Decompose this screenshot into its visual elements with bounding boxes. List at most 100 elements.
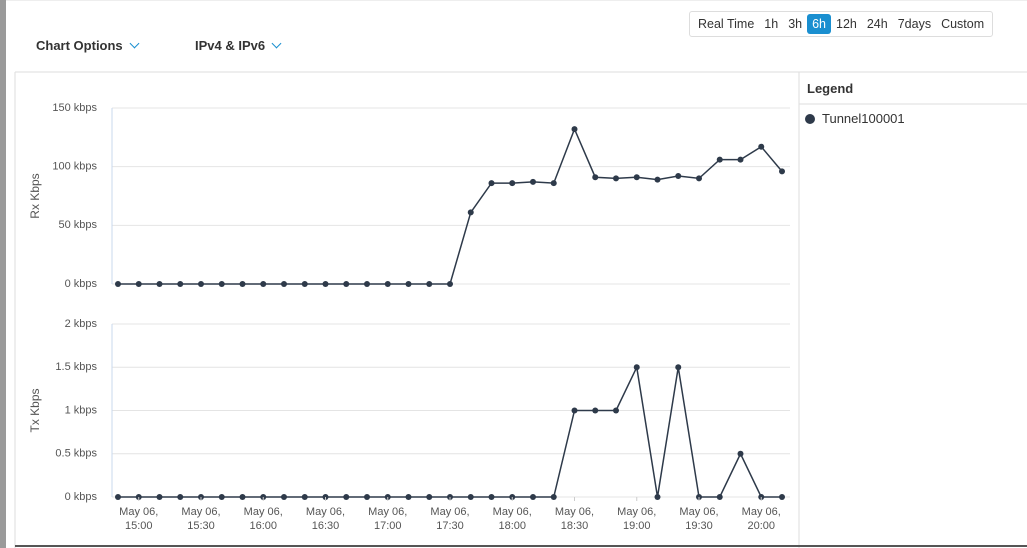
point	[488, 494, 495, 500]
series-line	[118, 364, 782, 498]
point	[239, 281, 246, 287]
point	[530, 178, 536, 185]
point	[405, 494, 412, 500]
point	[384, 281, 391, 287]
x-tick-label: May 06, 16:00	[243, 506, 283, 532]
legend-marker	[805, 113, 815, 124]
point	[239, 494, 246, 500]
point	[654, 176, 661, 183]
point	[737, 450, 744, 457]
y-tick-label: 0 kbps	[65, 491, 98, 503]
legend-title: Legend	[807, 81, 854, 96]
point	[135, 281, 142, 287]
y-tick-label: 2 kbps	[65, 318, 98, 330]
time-range-button[interactable]: Real Time	[698, 17, 755, 31]
time-range-button[interactable]: 6h	[807, 14, 831, 34]
time-range-button[interactable]: 3h	[788, 17, 803, 31]
point	[405, 281, 412, 287]
point	[260, 281, 267, 287]
y-tick-label: 0 kbps	[65, 278, 98, 290]
point	[675, 173, 682, 180]
legend-item[interactable]: Tunnel100001	[805, 111, 905, 126]
point	[177, 494, 184, 500]
point	[716, 156, 723, 163]
point	[426, 281, 433, 287]
point	[301, 494, 308, 500]
point	[426, 494, 433, 500]
point	[716, 494, 723, 500]
point	[467, 209, 474, 216]
chart-options-label[interactable]: Chart Options	[36, 38, 123, 53]
point	[550, 494, 557, 500]
point	[571, 407, 578, 414]
y-axis-title: Tx Kbps	[28, 388, 42, 432]
point	[343, 494, 350, 500]
ip-filter[interactable]: IPv4 & IPv6	[195, 38, 282, 53]
point	[364, 281, 370, 287]
point	[550, 180, 557, 187]
point	[613, 407, 619, 414]
point	[737, 156, 744, 163]
point	[177, 281, 184, 287]
left-edge	[0, 0, 6, 548]
point	[281, 281, 287, 287]
chevron	[271, 38, 282, 49]
time-range-button[interactable]: 1h	[764, 17, 779, 31]
point	[322, 281, 329, 287]
point	[198, 281, 204, 287]
x-tick-label: May 06, 16:30	[305, 506, 346, 532]
ip-filter-label[interactable]: IPv4 & IPv6	[195, 38, 266, 53]
x-tick-label: May 06, 19:00	[617, 506, 657, 532]
time-range-button[interactable]: Custom	[941, 17, 985, 31]
y-axis-title: Rx Kbps	[28, 173, 42, 218]
point	[633, 174, 640, 181]
x-tick-label: May 06, 15:30	[181, 506, 221, 532]
point	[592, 174, 599, 181]
series-line	[118, 127, 783, 285]
point	[156, 494, 163, 500]
point	[364, 494, 370, 500]
point	[571, 126, 578, 133]
legend-label[interactable]: Tunnel100001	[822, 111, 905, 126]
point	[654, 494, 661, 500]
x-tick-label: May 06, 17:30	[430, 506, 470, 532]
chart-options[interactable]: Chart Options	[36, 38, 140, 53]
point	[509, 180, 516, 187]
x-tick-label: May 06, 15:00	[119, 506, 159, 532]
point	[115, 494, 121, 500]
point	[218, 494, 225, 500]
y-tick-label: 50 kbps	[58, 219, 97, 231]
y-tick-label: 150 kbps	[52, 102, 97, 114]
point	[447, 281, 453, 287]
point	[592, 407, 599, 414]
point	[530, 494, 536, 500]
point	[779, 494, 785, 500]
y-tick-label: 100 kbps	[52, 161, 97, 173]
y-tick-label: 0.5 kbps	[55, 448, 97, 460]
time-range-group: Real Time 1h 3h 6h 12h 24h 7days Custom	[689, 11, 994, 37]
point	[467, 494, 474, 500]
x-tick-label: May 06, 19:30	[679, 506, 719, 532]
x-tick-label: May 06, 18:00	[492, 506, 532, 532]
point	[218, 281, 225, 287]
time-range-button[interactable]: 24h	[866, 17, 888, 31]
x-tick-label: May 06, 17:00	[368, 506, 408, 532]
y-tick-label: 1.5 kbps	[55, 361, 97, 373]
point	[488, 180, 495, 187]
point	[115, 281, 121, 287]
point	[156, 281, 163, 287]
point	[301, 281, 308, 287]
time-range-button[interactable]: 12h	[836, 17, 857, 31]
point	[758, 143, 765, 150]
x-tick-label: May 06, 18:30	[554, 506, 595, 532]
point	[343, 281, 350, 287]
point	[613, 175, 619, 182]
x-tick-label: May 06, 20:00	[741, 506, 781, 532]
time-range-button[interactable]: 7days	[897, 17, 932, 31]
point	[633, 364, 640, 371]
point	[281, 494, 287, 500]
y-tick-label: 1 kbps	[65, 404, 98, 416]
point	[675, 364, 682, 371]
chevron	[129, 38, 140, 49]
